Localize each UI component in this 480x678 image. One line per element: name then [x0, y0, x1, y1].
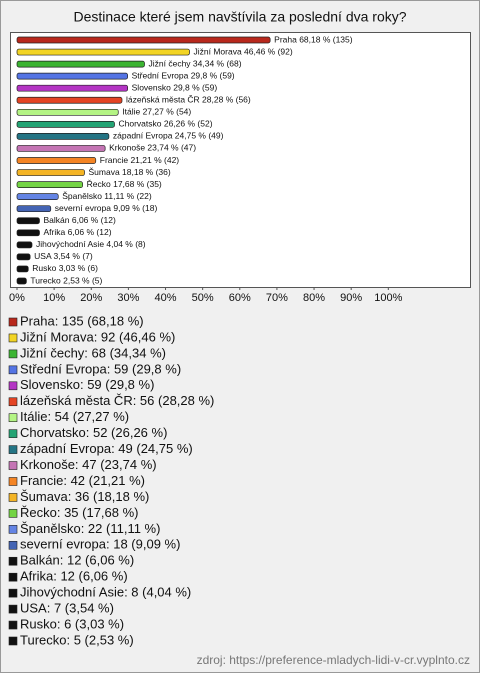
legend-swatch: [8, 445, 18, 454]
bar: [16, 205, 52, 213]
x-tick-label: 10%: [43, 292, 65, 304]
legend-label: Řecko: 35 (17,68 %): [20, 505, 139, 520]
bar: [16, 60, 145, 68]
x-tick-label: 80%: [303, 292, 325, 304]
legend-label: Jižní čechy: 68 (34,34 %): [20, 345, 166, 360]
legend-label: Krkonoše: 47 (23,74 %): [20, 457, 157, 472]
legend-swatch: [8, 525, 18, 534]
legend-swatch: [8, 477, 18, 486]
legend-label: Střední Evropa: 59 (29,8 %): [20, 361, 181, 376]
legend-label: Afrika: 12 (6,06 %): [20, 569, 128, 584]
x-tick-label: 0%: [9, 292, 25, 304]
data-label: severní evropa 9,09 % (18): [55, 203, 158, 213]
legend-label: Španělsko: 22 (11,11 %): [20, 521, 160, 536]
legend-swatch: [8, 509, 18, 518]
data-label: Krkonoše 23,74 % (47): [109, 143, 196, 153]
legend-label: Itálie: 54 (27,27 %): [20, 409, 129, 424]
x-tick-label: 30%: [117, 292, 139, 304]
bar: [16, 181, 83, 188]
legend-swatch: [8, 604, 18, 614]
data-label: Střední Evropa 29,8 % (59): [132, 70, 235, 80]
legend-label: Balkán: 12 (6,06 %): [20, 553, 134, 568]
legend-swatch: [8, 397, 18, 407]
legend-swatch: [8, 588, 18, 598]
data-label: Rusko 3,03 % (6): [32, 263, 98, 273]
bar: [16, 96, 123, 104]
x-tick-label: 90%: [340, 292, 362, 304]
chart-title: Destinace které jsem navštívila za posle…: [73, 9, 406, 25]
data-label: Itálie 27,27 % (54): [122, 107, 191, 117]
data-label: Francie 21,21 % (42): [100, 155, 180, 165]
bar: [16, 217, 40, 225]
legend-swatch: [8, 493, 18, 502]
x-tick-label: 70%: [266, 292, 288, 304]
legend-label: Praha: 135 (68,18 %): [20, 313, 144, 328]
bar: [16, 193, 59, 200]
legend-label: USA: 7 (3,54 %): [20, 601, 114, 616]
bar: [16, 120, 115, 128]
x-tick-label: 100%: [374, 292, 402, 304]
data-label: Řecko 17,68 % (35): [87, 179, 162, 189]
x-tick-label: 20%: [80, 292, 102, 304]
legend-label: Jižní Morava: 92 (46,46 %): [20, 329, 175, 344]
legend-swatch: [8, 349, 18, 359]
legend-label: severní evropa: 18 (9,09 %): [20, 537, 180, 552]
data-label: západní Evropa 24,75 % (49): [113, 131, 224, 141]
legend-label: západní Evropa: 49 (24,75 %): [20, 441, 193, 456]
bar: [16, 241, 33, 249]
data-label: Afrika 6,06 % (12): [44, 227, 112, 237]
bar: [16, 133, 110, 140]
data-label: Praha 68,18 % (135): [274, 34, 353, 44]
legend-swatch: [8, 429, 18, 438]
data-label: Jižní čechy 34,34 % (68): [149, 58, 242, 68]
x-tick-label: 50%: [192, 292, 214, 304]
bar: [16, 169, 85, 176]
data-label: lázeňská města ČR 28,28 % (56): [126, 95, 251, 105]
bar: [16, 253, 31, 261]
bar: [16, 72, 129, 80]
bar: [16, 277, 27, 285]
x-tick-label: 60%: [229, 292, 251, 304]
bar: [16, 36, 271, 44]
legend-swatch: [8, 461, 18, 470]
data-label: Slovensko 29,8 % (59): [132, 82, 218, 92]
bar: [16, 265, 29, 273]
bar: [16, 84, 129, 92]
bar: [16, 145, 106, 152]
legend-swatch: [8, 620, 18, 630]
legend-swatch: [8, 556, 18, 566]
data-label: Balkán 6,06 % (12): [44, 215, 116, 225]
data-label: Turecko 2,53 % (5): [30, 275, 102, 285]
legend-label: Jihovýchodní Asie: 8 (4,04 %): [20, 585, 191, 600]
data-label: Španělsko 11,11 % (22): [62, 191, 152, 201]
bar: [16, 108, 119, 116]
legend-swatch: [8, 572, 18, 582]
data-label: Jižní Morava 46,46 % (92): [194, 46, 293, 56]
legend-swatch: [8, 317, 18, 327]
legend-label: Turecko: 5 (2,53 %): [20, 632, 134, 647]
legend-label: Šumava: 36 (18,18 %): [20, 489, 149, 504]
bar: [16, 48, 190, 56]
data-label: Šumava 18,18 % (36): [89, 167, 171, 177]
legend-label: Chorvatsko: 52 (26,26 %): [20, 425, 167, 440]
data-label: Jihovýchodní Asie 4,04 % (8): [36, 239, 146, 249]
legend-swatch: [8, 636, 18, 646]
legend-swatch: [8, 381, 18, 391]
legend-swatch: [8, 413, 18, 423]
legend-swatch: [8, 333, 18, 343]
legend-label: Rusko: 6 (3,03 %): [20, 616, 124, 631]
x-tick-label: 40%: [155, 292, 177, 304]
source: zdroj: https://preference-mladych-lidi-v…: [197, 653, 470, 667]
legend-label: lázeňská města ČR: 56 (28,28 %): [20, 393, 214, 408]
data-label: Chorvatsko 26,26 % (52): [119, 119, 213, 129]
legend-swatch: [8, 540, 18, 550]
legend-label: Francie: 42 (21,21 %): [20, 473, 145, 488]
legend-swatch: [8, 365, 18, 375]
legend-label: Slovensko: 59 (29,8 %): [20, 377, 154, 392]
data-label: USA 3,54 % (7): [34, 251, 93, 261]
bar: [16, 157, 97, 164]
bar: [16, 229, 40, 237]
